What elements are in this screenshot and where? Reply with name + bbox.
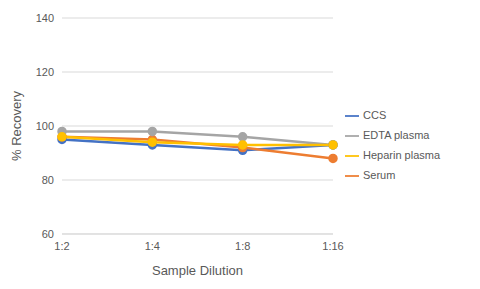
html-text:CCS: CCS [363,108,387,121]
svg-text:100: 100 [36,120,54,132]
svg-text:% Recovery: % Recovery [9,90,24,161]
svg-text:1:16: 1:16 [322,240,343,252]
svg-text:1:2: 1:2 [54,240,69,252]
html-text:Serum: Serum [363,168,396,181]
svg-text:80: 80 [42,174,54,186]
svg-text:Sample Dilution: Sample Dilution [152,263,243,278]
svg-text:140: 140 [36,12,54,24]
svg-text:120: 120 [36,66,54,78]
html-text:Heparin plasma: Heparin plasma [363,148,440,161]
svg-text:60: 60 [42,228,54,240]
svg-text:1:4: 1:4 [145,240,160,252]
svg-text:1:8: 1:8 [235,240,250,252]
html-text:EDTA plasma: EDTA plasma [363,128,430,141]
